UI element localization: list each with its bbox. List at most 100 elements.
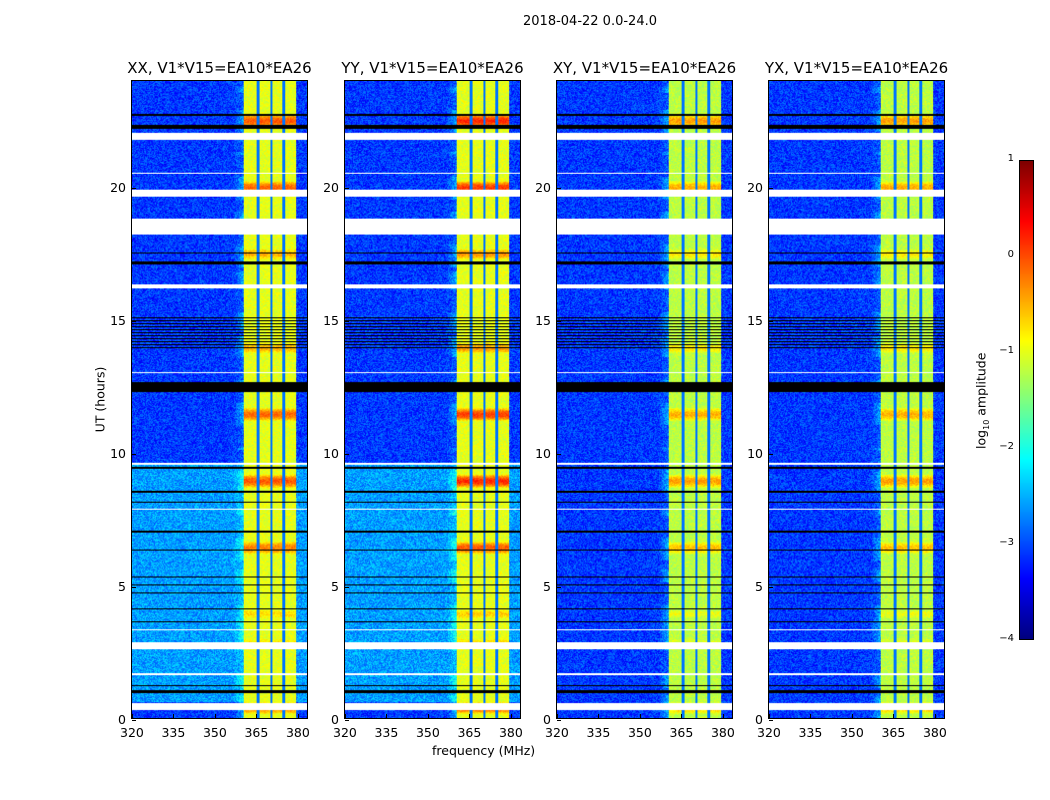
- x-tick-mark: [132, 714, 133, 718]
- colorbar: [1019, 160, 1034, 640]
- x-tick-label: 365: [881, 725, 906, 740]
- x-tick-mark: [345, 714, 346, 718]
- x-tick-label: 380: [285, 725, 310, 740]
- y-tick-mark: [557, 720, 561, 721]
- y-tick-label: 10: [323, 445, 339, 461]
- y-tick-mark: [557, 320, 561, 322]
- x-tick-label: 335: [798, 725, 823, 740]
- x-tick-mark: [851, 714, 853, 718]
- x-tick-label: 320: [120, 725, 144, 740]
- x-tick-mark: [722, 714, 724, 718]
- y-tick-label: 10: [747, 445, 763, 461]
- spectrogram-panel-3: YX, V1*V15=EA10*EA26 320 335 350 365 380 0 5 10 1…: [747, 59, 948, 740]
- colorbar-tick-label: −2: [999, 441, 1014, 452]
- x-tick-mark: [769, 714, 770, 718]
- x-tick-label: 365: [457, 725, 482, 740]
- y-tick-mark: [132, 586, 136, 588]
- x-tick-label: 365: [669, 725, 694, 740]
- x-tick-label: 350: [202, 725, 227, 740]
- spectrogram-panel-2: XY, V1*V15=EA10*EA26 320 335 350 365 380 0 5 10 1…: [535, 59, 736, 740]
- spectrogram-panel-1: YY, V1*V15=EA10*EA26 320 335 350 365 380 0 5 10 1…: [323, 59, 524, 740]
- y-tick-mark: [557, 187, 561, 189]
- y-tick-label: 20: [110, 179, 126, 195]
- x-tick-mark: [639, 714, 641, 718]
- panel-title: XY, V1*V15=EA10*EA26: [552, 59, 737, 77]
- y-tick-mark: [557, 453, 561, 455]
- x-axis-label: frequency (MHz): [432, 743, 536, 758]
- x-tick-mark: [214, 714, 216, 718]
- y-tick-label: 15: [110, 312, 126, 328]
- colorbar-label-rest: amplitude: [973, 352, 989, 420]
- x-tick-mark: [469, 714, 471, 718]
- spectrogram-image: [345, 81, 520, 718]
- x-tick-mark: [557, 714, 558, 718]
- x-tick-mark: [810, 714, 812, 718]
- x-tick-mark: [893, 714, 895, 718]
- colorbar-tick-label: 0: [1007, 249, 1014, 260]
- colorbar-label: log10 amplitude: [973, 341, 991, 461]
- colorbar-tick-label: −3: [999, 537, 1014, 548]
- colorbar-label-log: log: [973, 429, 989, 449]
- spectrogram-image: [769, 81, 944, 718]
- y-tick-label: 5: [331, 578, 339, 594]
- y-tick-mark: [132, 187, 136, 189]
- y-tick-label: 15: [535, 312, 551, 328]
- panel-title: XX, V1*V15=EA10*EA26: [127, 59, 312, 77]
- y-tick-mark: [132, 720, 136, 721]
- y-tick-mark: [345, 586, 349, 588]
- y-tick-label: 5: [543, 578, 551, 594]
- x-tick-mark: [681, 714, 683, 718]
- x-tick-label: 380: [710, 725, 735, 740]
- y-tick-label: 0: [118, 712, 126, 727]
- x-tick-mark: [256, 714, 258, 718]
- y-tick-label: 0: [543, 712, 551, 727]
- y-axis-label: UT (hours): [92, 366, 108, 433]
- y-tick-label: 0: [331, 712, 339, 727]
- y-tick-label: 20: [323, 179, 339, 195]
- x-tick-label: 335: [161, 725, 186, 740]
- x-tick-label: 335: [374, 725, 399, 740]
- figure-title: 2018-04-22 0.0-24.0: [523, 14, 657, 29]
- y-tick-label: 10: [535, 445, 551, 461]
- y-tick-label: 15: [323, 312, 339, 328]
- panel-title: YY, V1*V15=EA10*EA26: [341, 59, 524, 77]
- y-tick-mark: [132, 320, 136, 322]
- x-tick-label: 320: [757, 725, 781, 740]
- x-tick-label: 350: [627, 725, 652, 740]
- y-tick-mark: [345, 187, 349, 189]
- x-tick-mark: [934, 714, 936, 718]
- x-tick-mark: [297, 714, 299, 718]
- x-tick-label: 335: [586, 725, 611, 740]
- x-tick-mark: [386, 714, 388, 718]
- colorbar-gradient: [1020, 161, 1033, 639]
- x-tick-label: 350: [415, 725, 440, 740]
- x-tick-label: 365: [244, 725, 269, 740]
- y-tick-mark: [557, 586, 561, 588]
- y-tick-label: 15: [747, 312, 763, 328]
- colorbar-tick-label: 1: [1007, 153, 1014, 164]
- x-tick-label: 380: [498, 725, 523, 740]
- x-tick-label: 350: [839, 725, 864, 740]
- y-tick-label: 0: [755, 712, 763, 727]
- y-tick-label: 20: [747, 179, 763, 195]
- y-tick-mark: [132, 453, 136, 455]
- spectrogram-image: [557, 81, 732, 718]
- y-tick-mark: [769, 453, 773, 455]
- spectrogram-panel-0: XX, V1*V15=EA10*EA26 320 335 350 365 380 0 5 10 1…: [110, 59, 312, 740]
- y-tick-mark: [769, 586, 773, 588]
- y-tick-mark: [345, 453, 349, 455]
- x-tick-mark: [598, 714, 600, 718]
- y-tick-mark: [769, 320, 773, 322]
- y-tick-mark: [345, 720, 349, 721]
- x-tick-mark: [510, 714, 512, 718]
- colorbar-label-sub: 10: [981, 419, 991, 430]
- y-tick-label: 5: [118, 578, 126, 594]
- colorbar-tick-label: −4: [999, 633, 1014, 644]
- panel-title: YX, V1*V15=EA10*EA26: [764, 59, 949, 77]
- y-tick-label: 5: [755, 578, 763, 594]
- x-tick-mark: [173, 714, 175, 718]
- y-tick-mark: [769, 720, 773, 721]
- y-tick-mark: [345, 320, 349, 322]
- y-tick-mark: [769, 187, 773, 189]
- spectrogram-image: [132, 81, 307, 718]
